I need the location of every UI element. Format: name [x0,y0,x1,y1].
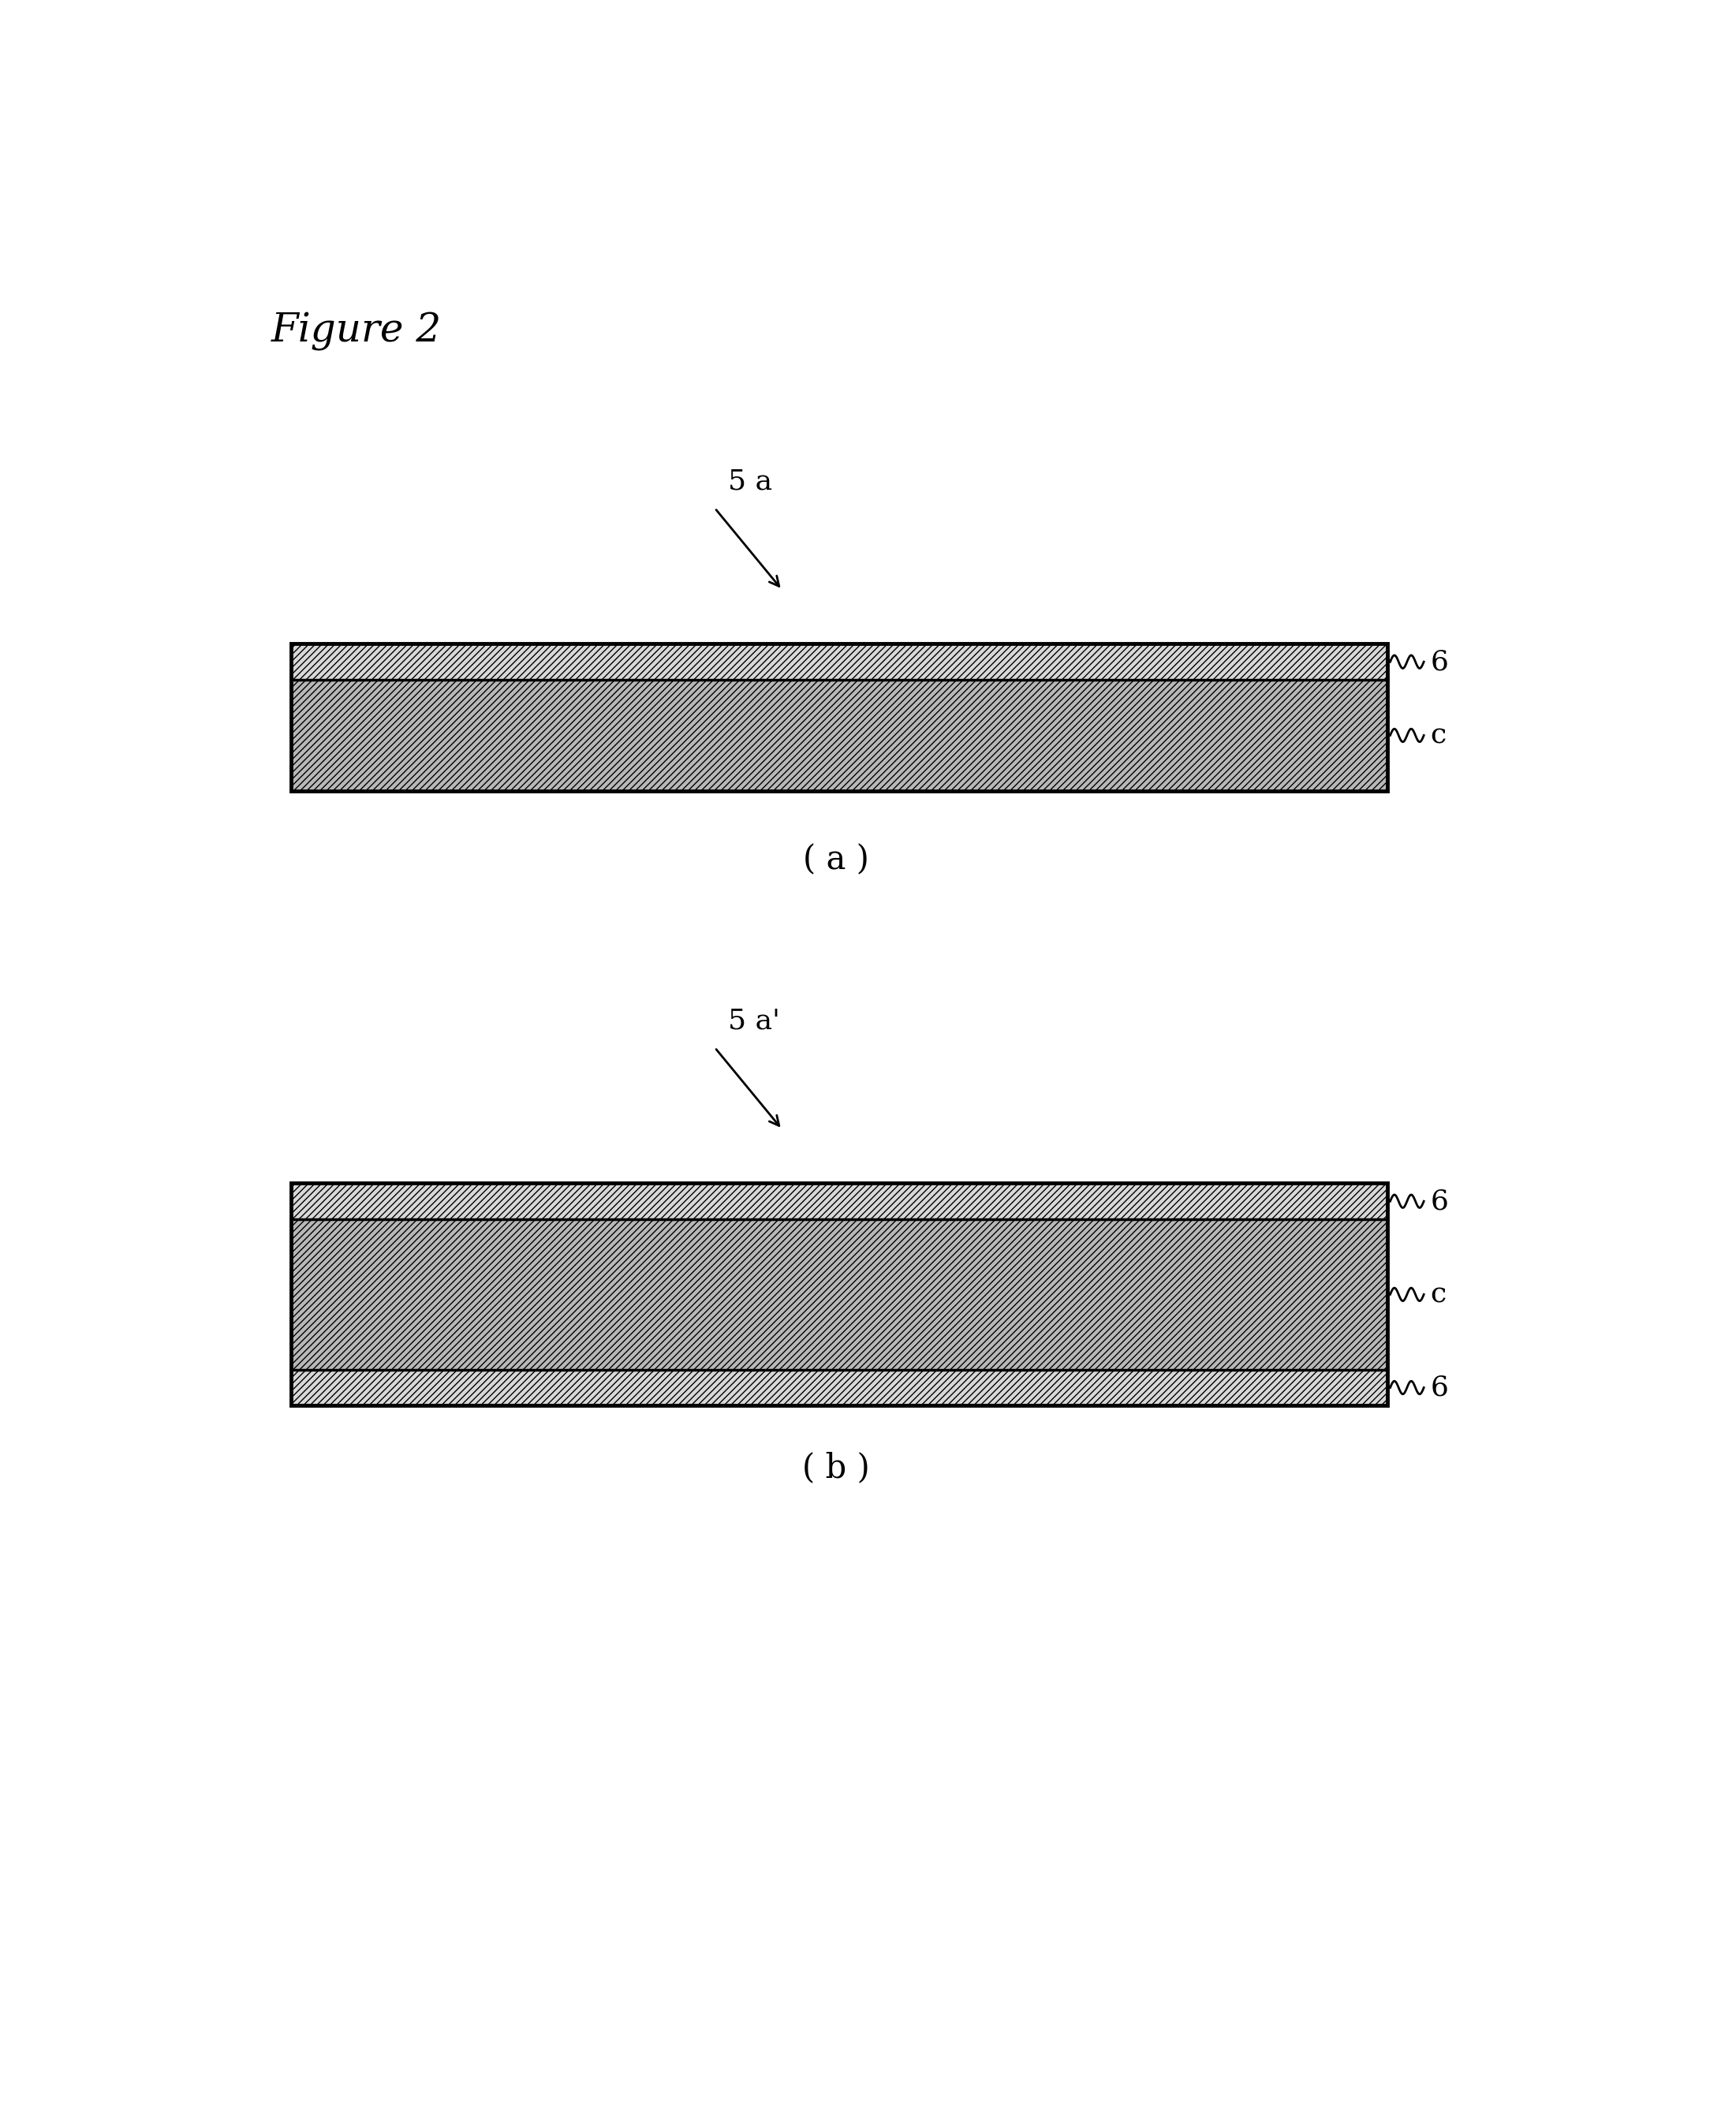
Text: Figure 2: Figure 2 [271,312,441,350]
Text: 6: 6 [1430,1189,1448,1214]
Bar [292,1219,1387,1369]
Text: 6: 6 [1430,1374,1448,1401]
Bar [292,1183,1387,1405]
Text: c: c [1430,1280,1446,1308]
Text: 5 a: 5 a [729,469,773,495]
Bar [292,643,1387,679]
Bar [292,643,1387,792]
Text: 6: 6 [1430,648,1448,675]
Bar [292,1369,1387,1405]
Text: c: c [1430,722,1446,749]
Text: ( a ): ( a ) [802,843,870,877]
Bar [292,1183,1387,1219]
Bar [292,679,1387,792]
Text: 5 a': 5 a' [729,1008,779,1034]
Text: ( b ): ( b ) [802,1452,870,1484]
